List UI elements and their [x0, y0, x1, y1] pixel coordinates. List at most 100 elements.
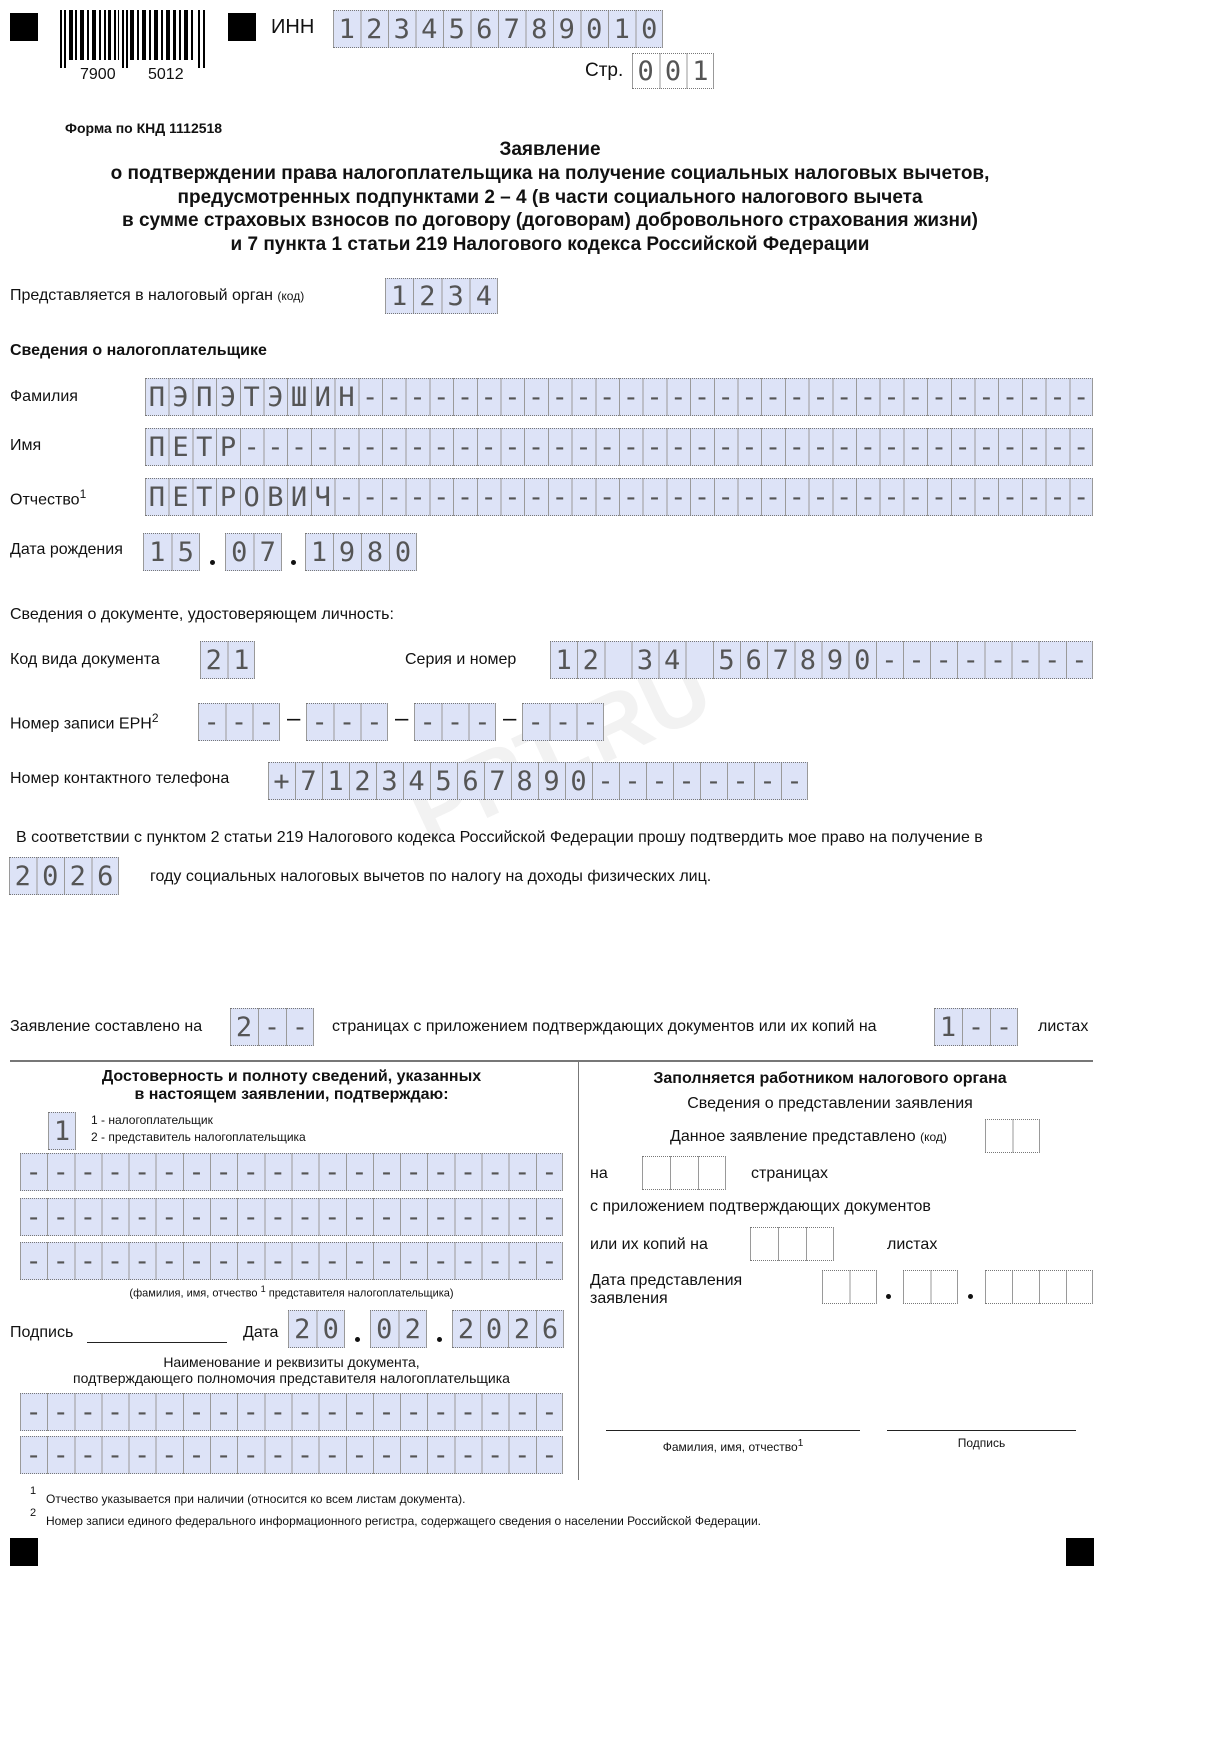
corner-marker [1066, 1538, 1094, 1566]
representative-name-row[interactable]: -------------------- [20, 1198, 563, 1236]
date-separator [437, 1337, 442, 1342]
taxpayer-heading: Сведения о налогоплательщике [10, 342, 267, 359]
confirm-heading: Достоверность и полноту сведений, указан… [20, 1068, 563, 1104]
footnote-text: Номер записи единого федерального информ… [46, 1514, 761, 1528]
sign-year-field[interactable]: 2026 [452, 1310, 564, 1348]
inn-field[interactable]: 123456789010 [333, 10, 663, 48]
ern-separator: – [395, 705, 409, 732]
office-year-field[interactable] [985, 1270, 1093, 1304]
birth-month-field[interactable]: 07 [225, 533, 282, 571]
label: Номер записи ЕРН [10, 715, 152, 733]
pages-middle-text: страницах с приложением подтверждающих д… [332, 1018, 877, 1035]
ern-field-2[interactable]: --- [306, 703, 388, 741]
divider [578, 1062, 579, 1480]
form-subtitle: о подтверждении права налогоплательщика … [110, 163, 990, 184]
corner-marker [10, 1538, 38, 1566]
ern-separator: – [503, 705, 517, 732]
corner-marker [228, 13, 256, 41]
birth-date-label: Дата рождения [10, 541, 123, 558]
sign-month-field[interactable]: 02 [370, 1310, 427, 1348]
date-separator [210, 560, 215, 565]
barcode-number-right: 5012 [148, 66, 184, 83]
series-number-field[interactable]: 12 34 567890-------- [550, 641, 1093, 679]
sign-day-field[interactable]: 20 [288, 1310, 345, 1348]
label: Данное заявление представлено [670, 1128, 916, 1145]
representative-name-row[interactable]: -------------------- [20, 1242, 563, 1280]
office-day-field[interactable] [822, 1270, 877, 1304]
officer-signature-caption: Подпись [957, 1436, 1006, 1450]
footnote-number: 2 [30, 1507, 37, 1519]
tax-authority-label: Представляется в налоговый орган (код) [10, 287, 304, 305]
office-subheading: Сведения о представлении заявления [687, 1095, 973, 1112]
inn-label: ИНН [271, 16, 315, 38]
officer-name-caption: Фамилия, имя, отчество1 [606, 1438, 860, 1454]
footnote-ref: 2 [151, 711, 159, 725]
divider [10, 1060, 1093, 1062]
office-month-field[interactable] [903, 1270, 958, 1304]
label: заявления [590, 1290, 668, 1307]
copies-label: или их копий на [590, 1236, 708, 1253]
confirmer-type-field[interactable]: 1 [48, 1112, 76, 1150]
pages-field[interactable]: 2-- [230, 1008, 314, 1046]
document-type-field[interactable]: 21 [200, 641, 255, 679]
heading-line: в настоящем заявлении, подтверждаю: [134, 1086, 449, 1103]
on-label: на [590, 1165, 608, 1182]
submitted-label: Данное заявление представлено (код) [670, 1128, 947, 1146]
authority-doc-row[interactable]: -------------------- [20, 1436, 563, 1474]
barcode-number-left: 7900 [80, 66, 116, 83]
option-representative: 2 - представитель налогоплательщика [91, 1130, 306, 1144]
year-field[interactable]: 2026 [9, 857, 119, 895]
caption: представителя налогоплательщика) [268, 1287, 454, 1300]
patronymic-field[interactable]: ПЕТРОВИЧ-------------------------------- [145, 478, 1093, 516]
heading-line: Наименование и реквизиты документа, [163, 1354, 420, 1370]
ern-field-1[interactable]: --- [198, 703, 280, 741]
request-text: В соответствии с пунктом 2 статьи 219 На… [16, 829, 983, 846]
footnote-number: 1 [30, 1485, 37, 1497]
series-label: Серия и номер [405, 651, 517, 668]
office-pages-label: страницах [751, 1165, 828, 1182]
footnote-ref: 1 [797, 1438, 804, 1449]
sheets-field[interactable]: 1-- [934, 1008, 1018, 1046]
phone-field[interactable]: +71234567890-------- [268, 762, 808, 800]
authority-doc-row[interactable]: -------------------- [20, 1393, 563, 1431]
ern-separator: – [287, 705, 301, 732]
form-subtitle: предусмотренных подпунктами 2 – 4 (в час… [177, 187, 923, 208]
heading-line: подтверждающего полномочия представителя… [73, 1370, 510, 1386]
surname-label: Фамилия [10, 388, 78, 405]
page-number-field[interactable]: 001 [632, 53, 714, 89]
birth-day-field[interactable]: 15 [143, 533, 200, 571]
birth-year-field[interactable]: 1980 [305, 533, 417, 571]
label: Отчество [10, 491, 80, 509]
office-pages-field[interactable] [642, 1156, 726, 1190]
footnote-ref: 1 [260, 1284, 266, 1294]
officer-signature-line[interactable] [887, 1430, 1076, 1431]
form-knd: Форма по КНД 1112518 [65, 120, 223, 136]
heading-line: Достоверность и полноту сведений, указан… [101, 1068, 482, 1085]
ern-label: Номер записи ЕРН2 [10, 711, 159, 733]
ern-field-3[interactable]: --- [414, 703, 496, 741]
date-label: Дата [243, 1324, 279, 1341]
date-separator [291, 560, 296, 565]
authority-doc-heading: Наименование и реквизиты документа, подтв… [20, 1354, 563, 1386]
signature-line[interactable] [87, 1342, 227, 1343]
tax-authority-code-field[interactable]: 1234 [385, 278, 498, 314]
corner-marker [10, 13, 38, 41]
name-field[interactable]: ПЕТР------------------------------------ [145, 428, 1093, 466]
office-sheets-field[interactable] [750, 1227, 834, 1261]
ern-field-4[interactable]: --- [522, 703, 604, 741]
office-sheets-label: листах [887, 1236, 938, 1253]
officer-name-line[interactable] [606, 1430, 860, 1431]
barcode [60, 10, 205, 68]
caption: (фамилия, имя, отчество [129, 1287, 258, 1300]
form-subtitle: в сумме страховых взносов по договору (д… [122, 210, 978, 231]
representative-name-row[interactable]: -------------------- [20, 1153, 563, 1191]
office-heading: Заполняется работником налогового органа [653, 1070, 1007, 1087]
office-code-field[interactable] [985, 1119, 1040, 1153]
date-separator [355, 1337, 360, 1342]
form-subtitle: и 7 пункта 1 статьи 219 Налогового кодек… [230, 234, 870, 255]
request-text-end: году социальных налоговых вычетов по нал… [150, 868, 712, 885]
date-separator [886, 1294, 891, 1299]
date-separator [968, 1294, 973, 1299]
surname-field[interactable]: ПЭПЭТЭШИН------------------------------- [145, 378, 1093, 416]
caption: Фамилия, имя, отчество [662, 1440, 798, 1454]
